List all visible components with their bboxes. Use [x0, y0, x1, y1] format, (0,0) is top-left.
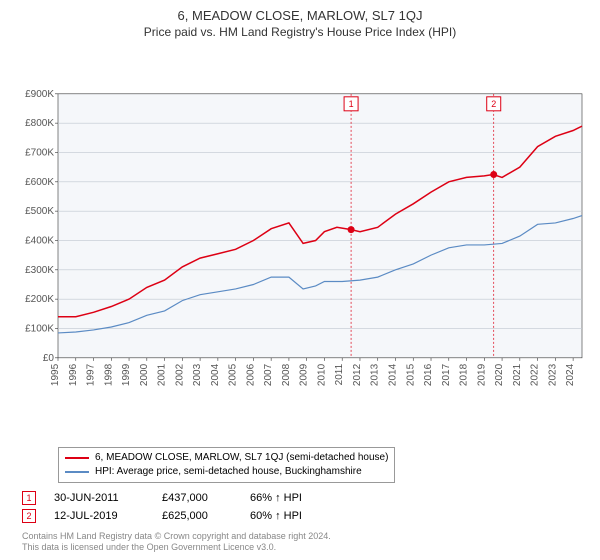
svg-text:1999: 1999	[121, 363, 132, 386]
sale-marker-badge: 2	[22, 509, 36, 523]
svg-text:£200K: £200K	[25, 294, 54, 305]
legend-label: 6, MEADOW CLOSE, MARLOW, SL7 1QJ (semi-d…	[95, 451, 388, 465]
svg-text:£700K: £700K	[25, 147, 54, 158]
svg-text:2: 2	[491, 99, 496, 109]
footer-line2: This data is licensed under the Open Gov…	[22, 542, 590, 554]
chart-svg: £0 £100K £200K £300K £400K £500K £600K £700K £80…	[10, 45, 590, 441]
chart-subtitle: Price paid vs. HM Land Registry's House …	[10, 25, 590, 39]
sale-row: 1 30-JUN-2011 £437,000 66% ↑ HPI	[22, 491, 590, 505]
svg-text:2005: 2005	[228, 363, 239, 386]
svg-text:2007: 2007	[263, 363, 274, 386]
svg-text:2002: 2002	[174, 363, 185, 386]
legend-row: 6, MEADOW CLOSE, MARLOW, SL7 1QJ (semi-d…	[65, 451, 388, 465]
svg-text:1996: 1996	[68, 363, 79, 386]
svg-text:£100K: £100K	[25, 323, 54, 334]
svg-text:£500K: £500K	[25, 206, 54, 217]
legend-label: HPI: Average price, semi-detached house,…	[95, 465, 362, 479]
svg-text:2011: 2011	[334, 363, 345, 385]
svg-text:£300K: £300K	[25, 265, 54, 276]
legend-row: HPI: Average price, semi-detached house,…	[65, 465, 388, 479]
svg-text:£900K: £900K	[25, 89, 54, 100]
svg-text:2022: 2022	[530, 363, 541, 386]
svg-text:1998: 1998	[103, 363, 114, 386]
sale-hpi: 66% ↑ HPI	[250, 492, 340, 504]
sale-price: £437,000	[162, 492, 232, 504]
svg-text:2016: 2016	[423, 363, 434, 386]
svg-text:1995: 1995	[50, 363, 61, 386]
sale-marker-badge: 1	[22, 491, 36, 505]
svg-text:2017: 2017	[441, 363, 452, 386]
svg-text:£0: £0	[43, 353, 55, 364]
legend-swatch	[65, 457, 89, 459]
svg-text:2012: 2012	[352, 363, 363, 386]
svg-text:2021: 2021	[512, 363, 523, 386]
chart-title: 6, MEADOW CLOSE, MARLOW, SL7 1QJ	[10, 8, 590, 23]
svg-text:2020: 2020	[494, 363, 505, 386]
svg-text:2000: 2000	[139, 363, 150, 386]
svg-text:2014: 2014	[387, 363, 398, 386]
footer-attribution: Contains HM Land Registry data © Crown c…	[22, 531, 590, 554]
sale-row: 2 12-JUL-2019 £625,000 60% ↑ HPI	[22, 509, 590, 523]
sale-date: 30-JUN-2011	[54, 492, 144, 504]
sale-hpi: 60% ↑ HPI	[250, 510, 340, 522]
svg-text:2019: 2019	[476, 363, 487, 386]
svg-text:2015: 2015	[405, 363, 416, 386]
svg-text:1: 1	[349, 99, 354, 109]
sale-date: 12-JUL-2019	[54, 510, 144, 522]
svg-text:2001: 2001	[157, 363, 168, 386]
svg-text:2024: 2024	[565, 363, 576, 386]
svg-text:£800K: £800K	[25, 118, 54, 129]
svg-text:1997: 1997	[86, 363, 97, 386]
svg-text:2018: 2018	[459, 363, 470, 386]
svg-text:2006: 2006	[245, 363, 256, 386]
svg-text:2023: 2023	[547, 363, 558, 386]
svg-text:2008: 2008	[281, 363, 292, 386]
sale-price: £625,000	[162, 510, 232, 522]
legend-box: 6, MEADOW CLOSE, MARLOW, SL7 1QJ (semi-d…	[58, 447, 395, 483]
svg-text:£400K: £400K	[25, 235, 54, 246]
svg-text:2009: 2009	[299, 363, 310, 386]
sale-rows: 1 30-JUN-2011 £437,000 66% ↑ HPI 2 12-JUL-201…	[22, 487, 590, 527]
legend-swatch	[65, 471, 89, 473]
footer-line1: Contains HM Land Registry data © Crown c…	[22, 531, 590, 543]
svg-text:2004: 2004	[210, 363, 221, 386]
chart-area: £0 £100K £200K £300K £400K £500K £600K £700K £80…	[10, 45, 590, 441]
svg-text:2010: 2010	[316, 363, 327, 386]
svg-text:2003: 2003	[192, 363, 203, 386]
svg-text:2013: 2013	[370, 363, 381, 386]
chart-container: 6, MEADOW CLOSE, MARLOW, SL7 1QJ Price p…	[0, 0, 600, 560]
svg-text:£600K: £600K	[25, 177, 54, 188]
